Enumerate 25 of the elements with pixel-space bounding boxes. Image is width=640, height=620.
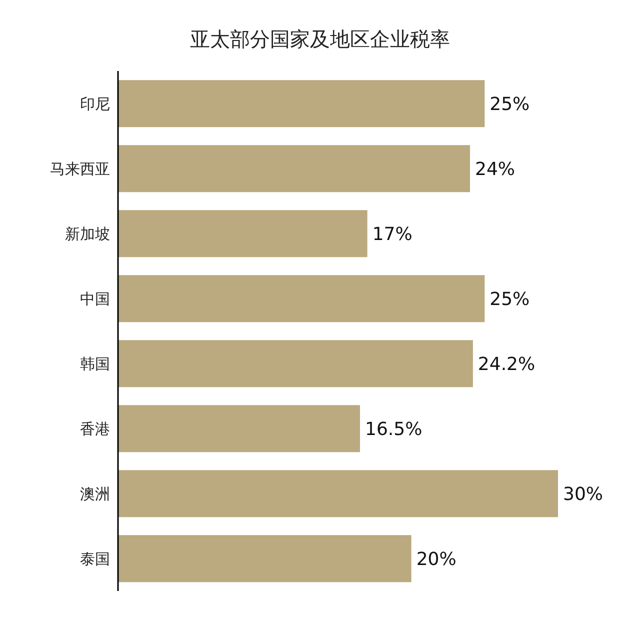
y-tick-label: 新加坡 bbox=[65, 224, 110, 243]
bar bbox=[118, 210, 368, 258]
data-label: 24% bbox=[475, 158, 516, 180]
data-label: 25% bbox=[490, 94, 530, 115]
y-tick-label: 澳洲 bbox=[80, 484, 110, 503]
bar bbox=[118, 80, 485, 128]
data-label: 30% bbox=[563, 484, 604, 505]
data-label: 25% bbox=[490, 288, 530, 310]
bar bbox=[118, 535, 412, 582]
y-tick-label: 印尼 bbox=[80, 94, 110, 113]
y-tick-label: 韩国 bbox=[80, 354, 110, 373]
y-tick-label: 马来西亚 bbox=[50, 160, 110, 178]
y-tick-label: 泰国 bbox=[80, 550, 110, 568]
data-label: 17% bbox=[372, 224, 412, 245]
bar bbox=[118, 470, 558, 518]
bar bbox=[118, 340, 473, 388]
y-tick-label: 香港 bbox=[80, 420, 110, 438]
data-label: 24.2% bbox=[478, 354, 536, 375]
bar bbox=[118, 405, 360, 452]
data-label: 20% bbox=[416, 548, 456, 570]
data-label: 16.5% bbox=[365, 418, 422, 440]
bar bbox=[118, 275, 485, 322]
chart-title: 亚太部分国家及地区企业税率 bbox=[189, 26, 451, 53]
bar bbox=[118, 145, 470, 192]
y-tick-label: 中国 bbox=[80, 290, 110, 308]
